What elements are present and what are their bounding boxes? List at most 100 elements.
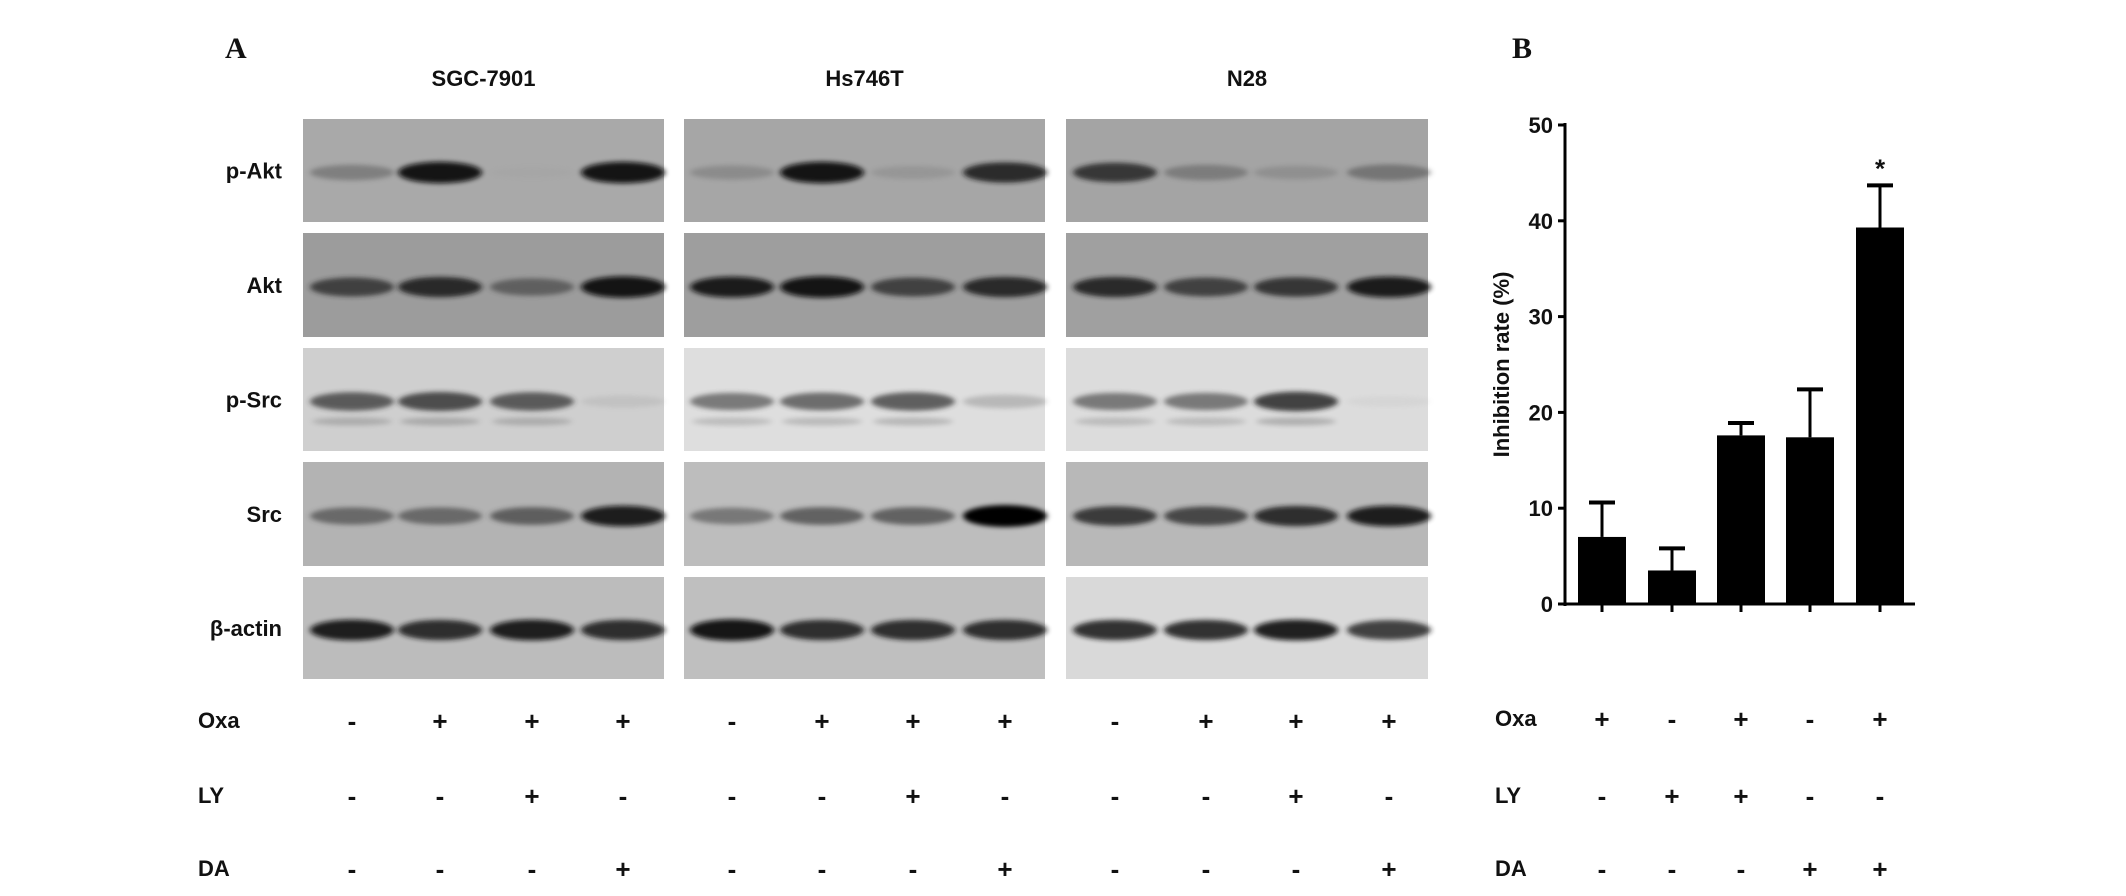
protein-label: Src [247, 502, 282, 527]
protein-band [871, 166, 955, 179]
protein-band [581, 161, 665, 184]
treatment-label: Oxa [1495, 706, 1537, 731]
protein-band [581, 505, 665, 527]
treatment-sign: - [1385, 781, 1394, 811]
protein-band [490, 392, 574, 411]
treatment-label: DA [198, 856, 230, 881]
treatment-sign: - [1111, 781, 1120, 811]
treatment-sign: - [1202, 781, 1211, 811]
protein-band [492, 417, 572, 426]
panel-b-label: B [1512, 32, 1532, 65]
treatment-sign: - [1806, 781, 1815, 811]
protein-band [1073, 276, 1157, 298]
treatment-sign: - [619, 781, 628, 811]
protein-band [871, 392, 955, 411]
treatment-sign: + [1733, 781, 1748, 811]
treatment-sign: - [1668, 704, 1677, 734]
treatment-sign: - [1202, 854, 1211, 884]
treatment-sign: + [905, 706, 920, 736]
panel-a-label: A [225, 32, 247, 65]
treatment-sign: + [905, 781, 920, 811]
treatment-label: LY [1495, 783, 1521, 808]
y-tick-label: 0 [1541, 592, 1553, 617]
treatment-sign: - [818, 781, 827, 811]
y-tick-label: 20 [1529, 400, 1553, 425]
treatment-sign: - [909, 854, 918, 884]
protein-band [1347, 505, 1431, 527]
treatment-sign: - [1598, 781, 1607, 811]
protein-band [690, 392, 774, 411]
protein-band [398, 619, 482, 641]
protein-band [963, 162, 1047, 183]
protein-band [690, 619, 774, 641]
bar [1648, 570, 1696, 604]
treatment-sign: + [615, 706, 630, 736]
bar [1578, 536, 1626, 604]
treatment-sign: + [524, 706, 539, 736]
treatment-sign: + [997, 854, 1012, 884]
treatment-sign: + [814, 706, 829, 736]
protein-band [490, 167, 574, 178]
protein-band [1347, 276, 1431, 298]
protein-band [780, 276, 864, 298]
protein-band [490, 507, 574, 525]
bar [1717, 435, 1765, 604]
protein-band [780, 161, 864, 184]
treatment-sign: - [1598, 854, 1607, 884]
treatment-sign: - [1806, 704, 1815, 734]
y-tick-label: 50 [1529, 113, 1553, 138]
protein-band [692, 417, 772, 426]
protein-band [310, 392, 394, 411]
protein-band [1164, 277, 1248, 297]
protein-band [1347, 620, 1431, 640]
protein-band [871, 277, 955, 297]
bar-chart: 0 10 20 30 40 50 Inhibition rate (%) * Oxa + - + - + L… [1489, 113, 1915, 884]
protein-label: p-Src [226, 388, 282, 413]
protein-band [398, 507, 482, 525]
treatment-sign: - [348, 781, 357, 811]
treatment-sign: + [1733, 704, 1748, 734]
treatment-sign: + [432, 706, 447, 736]
protein-band [1254, 391, 1338, 412]
protein-band [581, 395, 665, 408]
protein-band [1254, 277, 1338, 297]
treatment-sign: + [1288, 781, 1303, 811]
treatment-sign: - [818, 854, 827, 884]
treatment-sign: - [728, 706, 737, 736]
protein-label: Akt [247, 273, 283, 298]
treatment-sign: + [1288, 706, 1303, 736]
treatment-sign: + [1381, 706, 1396, 736]
cell-line-title: SGC-7901 [432, 66, 536, 91]
protein-band [398, 392, 482, 411]
protein-band [1075, 417, 1155, 426]
treatment-sign: + [1594, 704, 1609, 734]
protein-band [963, 276, 1047, 298]
treatment-label: Oxa [198, 708, 240, 733]
y-tick-label: 10 [1529, 496, 1553, 521]
treatment-sign: + [524, 781, 539, 811]
y-tick-label: 40 [1529, 209, 1553, 234]
protein-band [1073, 506, 1157, 526]
treatment-label: DA [1495, 856, 1527, 881]
protein-band [400, 417, 480, 426]
treatment-sign: - [728, 781, 737, 811]
protein-band [1073, 162, 1157, 183]
treatment-sign: - [1668, 854, 1677, 884]
protein-label: p-Akt [226, 159, 283, 184]
protein-band [1254, 165, 1338, 180]
protein-band [690, 165, 774, 180]
treatment-sign: - [528, 854, 537, 884]
protein-band [310, 507, 394, 525]
protein-band [1164, 392, 1248, 411]
protein-band [1164, 506, 1248, 526]
significance-marker: * [1875, 153, 1886, 183]
treatment-sign: - [348, 854, 357, 884]
treatment-sign: - [1001, 781, 1010, 811]
protein-band [963, 619, 1047, 641]
protein-band [1256, 417, 1336, 426]
treatment-sign: + [1872, 704, 1887, 734]
protein-band [1073, 392, 1157, 411]
bar [1786, 437, 1834, 604]
protein-band [782, 417, 862, 426]
